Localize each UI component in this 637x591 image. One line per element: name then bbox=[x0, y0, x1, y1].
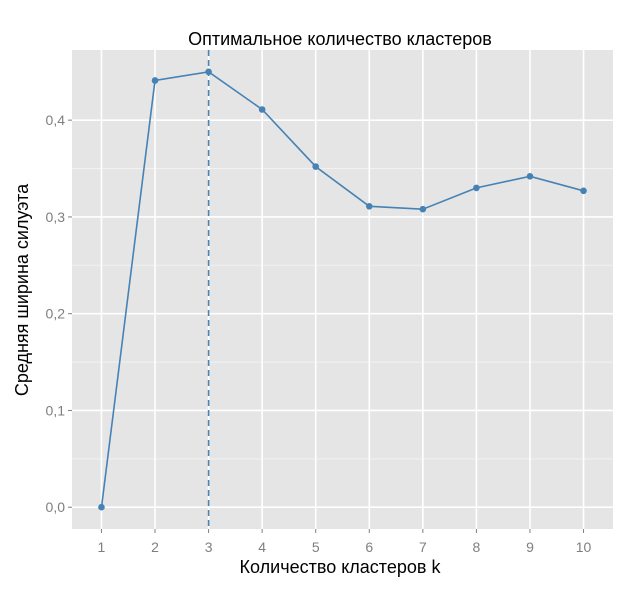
y-tick-label: 0,3 bbox=[46, 209, 66, 225]
x-tick-label: 3 bbox=[205, 539, 213, 555]
x-tick-label: 5 bbox=[312, 539, 320, 555]
x-tick-label: 6 bbox=[365, 539, 373, 555]
x-tick-label: 4 bbox=[258, 539, 266, 555]
data-point bbox=[98, 503, 105, 511]
x-tick-label: 10 bbox=[576, 539, 592, 555]
x-axis-ticks: 1 2 3 4 5 6 7 8 9 10 bbox=[98, 529, 592, 555]
series-line bbox=[100, 70, 584, 508]
y-tick-label: 0,1 bbox=[46, 402, 66, 418]
y-tick-label: 0,0 bbox=[46, 499, 66, 515]
data-point bbox=[580, 187, 587, 195]
y-axis-title: Средняя ширина силуэта bbox=[12, 183, 32, 396]
x-tick-label: 1 bbox=[98, 539, 106, 555]
grid-minor bbox=[72, 168, 613, 460]
data-point bbox=[312, 163, 320, 170]
y-tick-label: 0,4 bbox=[46, 112, 66, 128]
grid-major bbox=[72, 50, 613, 529]
chart-title: Оптимальное количество кластеров bbox=[188, 29, 492, 49]
series-points bbox=[98, 68, 587, 511]
y-tick-label: 0,2 bbox=[46, 306, 66, 322]
y-axis-ticks: 0,0 0,1 0,2 0,3 0,4 bbox=[46, 112, 72, 515]
x-tick-label: 9 bbox=[526, 539, 534, 555]
x-tick-label: 8 bbox=[473, 539, 481, 555]
data-point bbox=[473, 184, 480, 192]
plot-panel bbox=[72, 50, 613, 529]
x-axis-title: Количество кластеров k bbox=[240, 557, 442, 577]
x-tick-label: 2 bbox=[151, 539, 159, 555]
data-point bbox=[419, 205, 427, 213]
data-point bbox=[205, 68, 212, 76]
data-point bbox=[365, 202, 373, 210]
data-point bbox=[526, 172, 534, 180]
data-point bbox=[258, 106, 266, 113]
x-tick-label: 7 bbox=[419, 539, 427, 555]
data-point bbox=[151, 77, 159, 84]
